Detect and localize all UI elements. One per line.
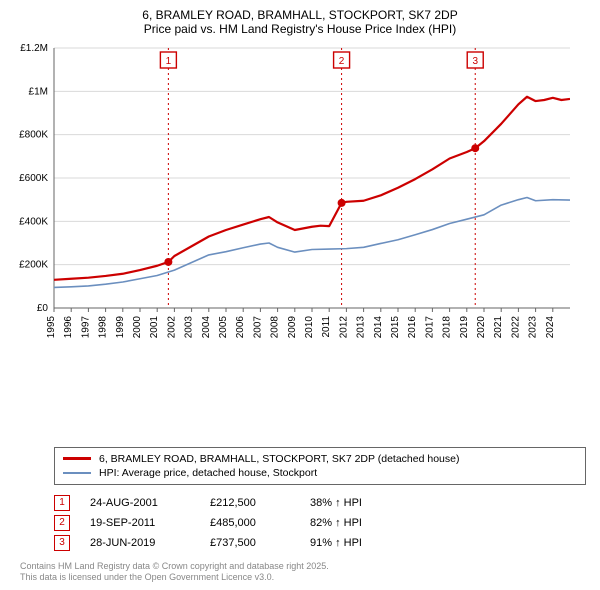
svg-text:1995: 1995	[46, 316, 57, 339]
svg-text:2007: 2007	[252, 316, 263, 339]
footer-attribution: Contains HM Land Registry data © Crown c…	[20, 561, 586, 584]
sale-marker-box: 3	[54, 535, 70, 551]
line-chart-svg: £0 £200K £400K £600K £800K £1M £1.2M 1995 1996 19…	[10, 42, 570, 342]
svg-text:2022: 2022	[510, 316, 521, 339]
svg-text:£1M: £1M	[29, 86, 48, 97]
svg-text:2019: 2019	[459, 316, 470, 339]
sale-date: 28-JUN-2019	[90, 537, 190, 549]
svg-text:1997: 1997	[80, 316, 91, 339]
svg-text:1: 1	[166, 56, 172, 67]
svg-text:2010: 2010	[304, 316, 315, 339]
svg-text:2020: 2020	[476, 316, 487, 339]
sale-price: £485,000	[210, 517, 290, 529]
sale-hpi-delta: 82% ↑ HPI	[310, 517, 400, 529]
sale-marker-box: 1	[54, 495, 70, 511]
svg-text:1996: 1996	[63, 316, 74, 339]
svg-text:2008: 2008	[270, 316, 281, 339]
svg-text:2009: 2009	[287, 316, 298, 339]
sale-date: 24-AUG-2001	[90, 497, 190, 509]
legend-label: 6, BRAMLEY ROAD, BRAMHALL, STOCKPORT, SK…	[99, 453, 459, 465]
svg-text:2002: 2002	[166, 316, 177, 339]
legend-label: HPI: Average price, detached house, Stoc…	[99, 467, 317, 479]
svg-text:2015: 2015	[390, 316, 401, 339]
sale-price: £212,500	[210, 497, 290, 509]
svg-text:2023: 2023	[528, 316, 539, 339]
svg-text:2013: 2013	[356, 316, 367, 339]
sale-price: £737,500	[210, 537, 290, 549]
legend-swatch	[63, 457, 91, 460]
svg-text:2014: 2014	[373, 316, 384, 339]
svg-text:2001: 2001	[149, 316, 160, 339]
svg-text:2000: 2000	[132, 316, 143, 339]
svg-text:3: 3	[472, 56, 478, 67]
legend-swatch	[63, 472, 91, 474]
chart-container: 6, BRAMLEY ROAD, BRAMHALL, STOCKPORT, SK…	[0, 0, 600, 590]
svg-text:2: 2	[339, 56, 345, 67]
svg-text:1998: 1998	[98, 316, 109, 339]
footer-line-2: This data is licensed under the Open Gov…	[20, 572, 586, 584]
svg-text:£800K: £800K	[19, 130, 48, 141]
sales-row: 1 24-AUG-2001 £212,500 38% ↑ HPI	[54, 493, 586, 513]
sale-marker-box: 2	[54, 515, 70, 531]
svg-text:2006: 2006	[235, 316, 246, 339]
legend-row: 6, BRAMLEY ROAD, BRAMHALL, STOCKPORT, SK…	[63, 452, 577, 466]
footer-line-1: Contains HM Land Registry data © Crown c…	[20, 561, 586, 573]
svg-text:2017: 2017	[424, 316, 435, 339]
svg-text:2011: 2011	[321, 316, 332, 338]
chart-title: 6, BRAMLEY ROAD, BRAMHALL, STOCKPORT, SK…	[10, 8, 590, 22]
sale-hpi-delta: 38% ↑ HPI	[310, 497, 400, 509]
svg-text:2018: 2018	[442, 316, 453, 339]
svg-text:£600K: £600K	[19, 173, 48, 184]
sales-row: 3 28-JUN-2019 £737,500 91% ↑ HPI	[54, 533, 586, 553]
sales-table: 1 24-AUG-2001 £212,500 38% ↑ HPI 2 19-SE…	[54, 493, 586, 553]
svg-text:2004: 2004	[201, 316, 212, 339]
svg-text:2024: 2024	[545, 316, 556, 339]
svg-text:2021: 2021	[493, 316, 504, 339]
svg-text:£400K: £400K	[19, 216, 48, 227]
legend-row: HPI: Average price, detached house, Stoc…	[63, 466, 577, 480]
chart-subtitle: Price paid vs. HM Land Registry's House …	[10, 22, 590, 36]
sale-date: 19-SEP-2011	[90, 517, 190, 529]
svg-text:£1.2M: £1.2M	[20, 43, 48, 54]
svg-text:£0: £0	[37, 303, 49, 314]
svg-text:2003: 2003	[184, 316, 195, 339]
svg-text:2005: 2005	[218, 316, 229, 339]
chart-plot-area: £0 £200K £400K £600K £800K £1M £1.2M 1995 1996 19…	[10, 42, 590, 441]
sales-row: 2 19-SEP-2011 £485,000 82% ↑ HPI	[54, 513, 586, 533]
sale-hpi-delta: 91% ↑ HPI	[310, 537, 400, 549]
legend-box: 6, BRAMLEY ROAD, BRAMHALL, STOCKPORT, SK…	[54, 447, 586, 485]
svg-text:1999: 1999	[115, 316, 126, 339]
svg-text:2016: 2016	[407, 316, 418, 339]
svg-text:£200K: £200K	[19, 260, 48, 271]
svg-text:2012: 2012	[338, 316, 349, 339]
